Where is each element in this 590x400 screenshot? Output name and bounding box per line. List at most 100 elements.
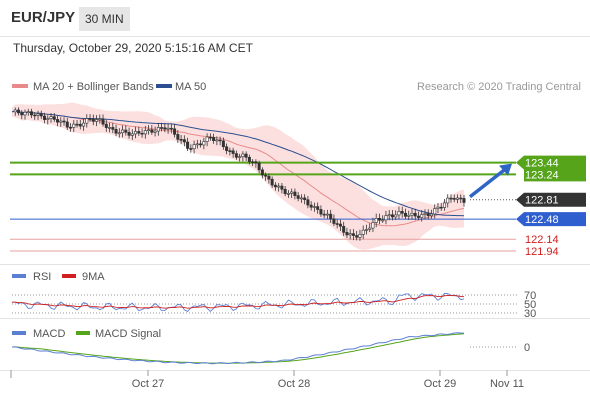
candle — [108, 127, 112, 129]
candle — [91, 118, 95, 122]
level-label: 123.24 — [525, 169, 559, 181]
x-axis-tick-label: Oct 29 — [424, 378, 456, 390]
level-label: 123.44 — [525, 158, 559, 170]
legend-label-rsi-ma: 9MA — [82, 271, 105, 283]
candle — [62, 120, 66, 123]
candle — [455, 197, 459, 200]
candle — [225, 146, 229, 151]
candle — [244, 153, 248, 158]
candle — [306, 199, 310, 206]
candle — [293, 191, 297, 196]
candle — [205, 136, 209, 142]
candle — [283, 188, 287, 195]
candle — [413, 212, 417, 217]
candle — [374, 217, 378, 223]
candle — [433, 208, 437, 215]
candle — [39, 113, 43, 117]
candle — [176, 134, 180, 140]
candle — [101, 118, 105, 125]
support-label-box — [516, 212, 586, 227]
legend-label-ma50: MA 50 — [175, 81, 206, 93]
macd-tick-label: 0 — [524, 342, 530, 354]
candle — [358, 234, 362, 238]
candle — [98, 118, 102, 121]
candle — [280, 185, 284, 190]
legend-swatch-ma20 — [12, 84, 28, 88]
candle — [449, 197, 453, 200]
projection-arrow-line — [468, 167, 508, 199]
credit-label: Research © 2020 Trading Central — [417, 81, 581, 93]
candle — [309, 204, 313, 208]
candle — [117, 132, 121, 135]
rsi-tick-label: 50 — [524, 299, 536, 311]
candle — [228, 150, 232, 152]
rsi-line — [12, 292, 465, 313]
candle — [400, 211, 404, 214]
candle — [36, 113, 40, 116]
candle — [267, 175, 271, 180]
candle — [202, 141, 206, 146]
candle — [163, 127, 167, 130]
chart-datetime: Thursday, October 29, 2020 5:15:16 AM CE… — [13, 41, 253, 55]
legend-swatch-macd-signal — [76, 331, 90, 335]
candle — [212, 137, 216, 141]
candle — [166, 127, 170, 130]
candle — [384, 215, 388, 221]
candle — [407, 214, 411, 217]
candle — [322, 213, 326, 216]
candle — [442, 202, 446, 208]
timeframe-button[interactable]: 30 MIN — [79, 7, 130, 31]
candle — [390, 214, 394, 218]
candle — [72, 123, 76, 128]
candle — [160, 127, 164, 129]
candle — [199, 143, 203, 146]
candle — [169, 127, 173, 130]
candle — [69, 126, 73, 129]
candle — [23, 111, 27, 116]
candle — [361, 229, 365, 235]
last-price-label-box — [516, 192, 586, 207]
candle — [436, 206, 440, 209]
candle — [459, 197, 463, 200]
candle — [124, 129, 128, 133]
candle — [348, 233, 352, 236]
candle — [251, 161, 255, 163]
candle — [26, 111, 30, 113]
candle — [192, 144, 196, 150]
x-axis-tick-label: Nov 11 — [490, 378, 524, 390]
candle — [394, 214, 398, 218]
candle — [173, 128, 177, 135]
candle — [439, 206, 443, 209]
candle — [429, 213, 433, 217]
candle — [397, 211, 401, 216]
candle — [403, 212, 407, 217]
candle — [364, 229, 368, 231]
level-label: 122.81 — [525, 195, 559, 207]
candle — [264, 174, 268, 177]
candle — [104, 123, 108, 128]
candle — [182, 139, 186, 143]
level-label: 122.48 — [525, 214, 559, 226]
candle — [156, 127, 160, 132]
candle — [150, 129, 154, 133]
candle — [260, 169, 264, 176]
candle — [338, 223, 342, 227]
candle — [316, 206, 320, 210]
candle — [153, 130, 157, 133]
candle — [215, 139, 219, 142]
candle — [446, 197, 450, 204]
candle — [134, 131, 138, 135]
candle — [208, 136, 212, 139]
candle — [290, 191, 294, 194]
candle — [319, 209, 323, 215]
candle — [335, 223, 339, 225]
candle — [179, 139, 183, 141]
candle — [387, 214, 391, 217]
candle — [85, 118, 89, 124]
candle — [195, 143, 199, 146]
candle — [303, 197, 307, 201]
candle — [234, 153, 238, 158]
level-label: 121.94 — [525, 246, 559, 258]
resistance-label-box — [516, 155, 586, 182]
rsi-tick-label: 30 — [524, 308, 536, 320]
